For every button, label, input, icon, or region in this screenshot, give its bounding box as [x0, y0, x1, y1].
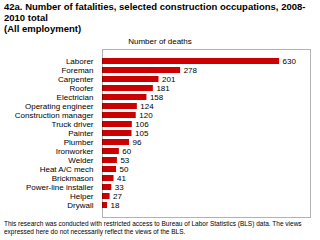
svg-text:Painter: Painter [68, 129, 94, 138]
svg-text:Laborer: Laborer [66, 57, 94, 66]
svg-text:33: 33 [115, 183, 124, 192]
svg-text:Roofer: Roofer [69, 84, 93, 93]
svg-text:278: 278 [184, 66, 198, 75]
svg-text:Ironworker: Ironworker [56, 147, 94, 156]
svg-text:630: 630 [283, 57, 297, 66]
svg-text:106: 106 [135, 120, 149, 129]
svg-text:120: 120 [139, 111, 153, 120]
svg-text:124: 124 [140, 102, 154, 111]
html-text:This research was conducted wi: This research was conducted with restric… [4, 220, 302, 235]
svg-text:Welder: Welder [68, 156, 94, 165]
html-text:Number of deaths: Number of deaths [128, 36, 192, 46]
svg-text:50: 50 [120, 165, 129, 174]
svg-text:Power-line installer: Power-line installer [26, 183, 94, 192]
svg-text:158: 158 [150, 93, 164, 102]
html-text:42a. Number of fatalities, sel: 42a. Number of fatalities, selected cons… [4, 1, 306, 23]
html-text:(All employment): (All employment) [4, 22, 82, 34]
svg-text:Construction manager: Construction manager [15, 111, 94, 120]
svg-text:53: 53 [120, 156, 129, 165]
svg-text:Heat A/C mech: Heat A/C mech [40, 165, 94, 174]
svg-text:Plumber: Plumber [64, 138, 94, 147]
svg-text:Truck driver: Truck driver [52, 120, 94, 129]
svg-text:Operating engineer: Operating engineer [25, 102, 94, 111]
svg-text:96: 96 [132, 138, 141, 147]
svg-text:41: 41 [117, 174, 126, 183]
svg-text:Drywall: Drywall [67, 201, 93, 210]
svg-text:60: 60 [122, 147, 131, 156]
svg-text:Brickmason: Brickmason [52, 174, 94, 183]
svg-text:27: 27 [113, 192, 122, 201]
svg-text:Foreman: Foreman [61, 66, 93, 75]
svg-text:Helper: Helper [70, 192, 94, 201]
svg-text:105: 105 [135, 129, 149, 138]
svg-text:181: 181 [156, 84, 170, 93]
svg-text:18: 18 [111, 201, 120, 210]
svg-text:Electrician: Electrician [57, 93, 94, 102]
svg-text:Carpenter: Carpenter [58, 75, 94, 84]
svg-text:201: 201 [162, 75, 176, 84]
